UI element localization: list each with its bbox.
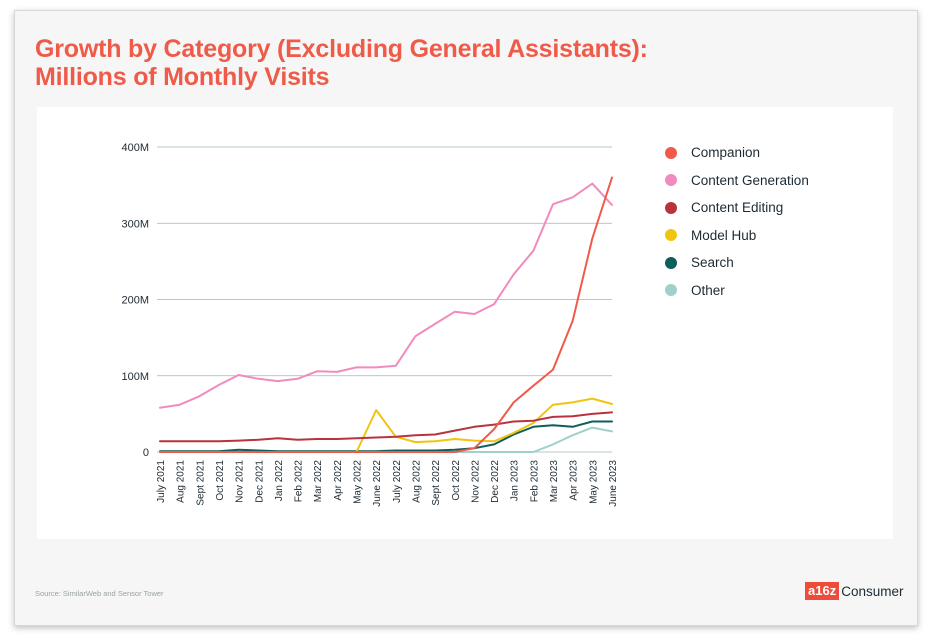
x-tick-label: Aug 2021 [176, 460, 187, 503]
legend-swatch [665, 201, 677, 214]
x-tick-label: May 2022 [353, 460, 364, 504]
slide: Growth by Category (Excluding General As… [14, 10, 918, 626]
legend-label: Content Editing [691, 200, 784, 216]
x-tick-label: Feb 2022 [294, 460, 305, 503]
x-tick-label: Apr 2022 [333, 460, 344, 501]
logo-brand: a16z [805, 582, 840, 600]
x-tick-label: May 2023 [588, 460, 599, 504]
legend-swatch [665, 284, 677, 297]
x-tick-label: Feb 2023 [529, 460, 540, 503]
x-tick-label: July 2022 [392, 460, 403, 503]
legend-label: Content Generation [691, 172, 809, 188]
x-tick-label: Nov 2021 [235, 460, 246, 503]
legend-item: Other [665, 277, 809, 305]
legend-item: Content Editing [665, 194, 809, 222]
series-line-search [159, 420, 613, 453]
series-line-companion [159, 176, 613, 453]
line-chart: 0 100M 200M 300M 400M July 2021 Aug 2021 Sept 2… [121, 142, 619, 507]
legend-swatch [665, 256, 677, 269]
y-tick-label: 300M [121, 218, 149, 230]
page-title: Growth by Category (Excluding General As… [35, 35, 648, 91]
x-tick-label: Mar 2022 [313, 460, 324, 503]
y-tick-label: 100M [121, 371, 149, 383]
x-tick-label: Aug 2022 [411, 460, 422, 503]
series-line-content-editing [159, 411, 613, 443]
logo-suffix: Consumer [841, 583, 904, 599]
legend-label: Companion [691, 145, 761, 161]
x-tick-label: Dec 2021 [254, 460, 265, 503]
legend-swatch [665, 174, 677, 187]
legend-item: Model Hub [665, 222, 809, 250]
a16z-consumer-logo: a16z Consumer [805, 582, 903, 600]
source-note: Source: SimilarWeb and Sensor Tower [35, 589, 164, 598]
legend-item: Search [665, 249, 809, 277]
title-line-1: Growth by Category (Excluding General As… [35, 35, 648, 63]
y-tick-label: 200M [121, 295, 149, 307]
y-tick-label: 400M [121, 142, 149, 154]
x-tick-label: Sept 2021 [195, 460, 206, 506]
x-tick-label: Oct 2022 [451, 460, 462, 501]
chart-legend: Companion Content Generation Content Editi… [665, 139, 809, 304]
y-tick-label: 0 [143, 447, 149, 459]
chart-card: 0 100M 200M 300M 400M July 2021 Aug 2021 Sept 2… [37, 107, 893, 539]
x-tick-label: Sept 2022 [431, 460, 442, 506]
legend-label: Other [691, 282, 725, 298]
x-tick-label: June 2022 [372, 460, 383, 507]
legend-swatch [665, 146, 677, 159]
x-tick-label: Jan 2023 [510, 460, 521, 502]
x-tick-label: Dec 2022 [490, 460, 501, 503]
legend-label: Model Hub [691, 227, 757, 243]
legend-item: Content Generation [665, 167, 809, 195]
x-tick-label: Oct 2021 [215, 460, 226, 501]
legend-item: Companion [665, 139, 809, 167]
x-tick-label: Mar 2023 [549, 460, 560, 503]
legend-swatch [665, 229, 677, 242]
legend-label: Search [691, 255, 734, 271]
x-tick-label: Nov 2022 [470, 460, 481, 503]
series-line-content-generation [159, 182, 613, 409]
series-line-other [159, 426, 613, 453]
x-tick-label: July 2021 [156, 460, 167, 503]
title-line-2: Millions of Monthly Visits [35, 63, 330, 91]
x-tick-label: June 2023 [608, 460, 619, 507]
x-tick-label: Jan 2022 [274, 460, 285, 502]
x-tick-label: Apr 2023 [569, 460, 580, 501]
